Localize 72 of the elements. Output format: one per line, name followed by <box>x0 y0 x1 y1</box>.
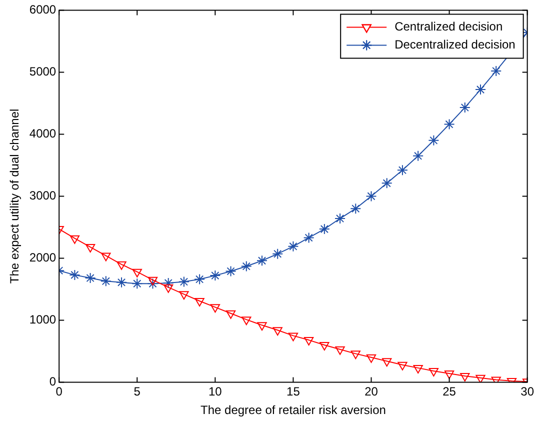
y-tick-label: 0 <box>49 374 56 389</box>
point <box>350 350 360 360</box>
point <box>179 291 189 300</box>
point <box>459 102 470 114</box>
point <box>194 274 206 285</box>
point <box>412 150 424 162</box>
point <box>225 266 236 277</box>
point <box>162 278 174 288</box>
legend-label: Centralized decision <box>394 20 503 34</box>
point <box>116 276 128 288</box>
y-tick-label: 4000 <box>29 126 56 141</box>
point <box>70 235 80 244</box>
point <box>256 255 268 266</box>
x-tick-label: 10 <box>208 384 222 399</box>
y-tick-label: 2000 <box>29 250 56 265</box>
point <box>366 354 376 363</box>
point <box>476 374 486 382</box>
y-tick-label: 3000 <box>29 188 56 203</box>
point <box>288 332 298 342</box>
point <box>178 276 190 288</box>
point <box>350 203 362 214</box>
point <box>132 278 143 290</box>
point <box>210 304 220 313</box>
point <box>257 322 267 331</box>
point <box>382 358 392 367</box>
point <box>164 284 174 293</box>
point <box>304 337 314 346</box>
point <box>475 84 486 96</box>
x-tick-label: 15 <box>286 384 300 399</box>
y-axis-title: The expect utility of dual channel <box>8 108 22 284</box>
point <box>85 244 96 253</box>
point <box>240 260 252 272</box>
point <box>288 240 299 252</box>
point <box>303 232 314 244</box>
point <box>147 278 158 290</box>
point <box>334 213 346 224</box>
x-tick-label: 30 <box>520 384 534 399</box>
point <box>428 134 440 146</box>
point <box>69 269 80 280</box>
point <box>460 373 470 382</box>
point <box>381 178 392 189</box>
point <box>84 272 96 284</box>
point <box>444 118 455 130</box>
y-tick-label: 5000 <box>29 64 56 79</box>
point <box>396 164 408 176</box>
y-tick-label: 1000 <box>29 312 56 327</box>
x-axis-title: The degree of retailer risk aversion <box>200 403 386 418</box>
x-tick-label: 25 <box>442 384 456 399</box>
legend-label: Decentralized decision <box>394 38 516 52</box>
point <box>318 224 330 235</box>
y-tick-label: 6000 <box>29 2 56 17</box>
point <box>272 327 282 336</box>
point <box>335 346 345 355</box>
point <box>148 276 158 286</box>
point <box>210 270 221 282</box>
point <box>428 368 439 377</box>
x-tick-label: 5 <box>134 384 141 399</box>
point <box>100 276 112 287</box>
point <box>398 362 408 370</box>
point <box>366 190 377 202</box>
point <box>490 65 502 76</box>
x-tick-label: 20 <box>364 384 378 399</box>
point <box>226 310 236 319</box>
point <box>320 342 330 350</box>
point <box>101 252 111 262</box>
point <box>116 261 126 270</box>
point <box>413 364 423 374</box>
point <box>444 370 454 380</box>
point <box>132 268 142 278</box>
point <box>242 316 252 326</box>
point <box>194 298 204 306</box>
point <box>272 248 284 260</box>
